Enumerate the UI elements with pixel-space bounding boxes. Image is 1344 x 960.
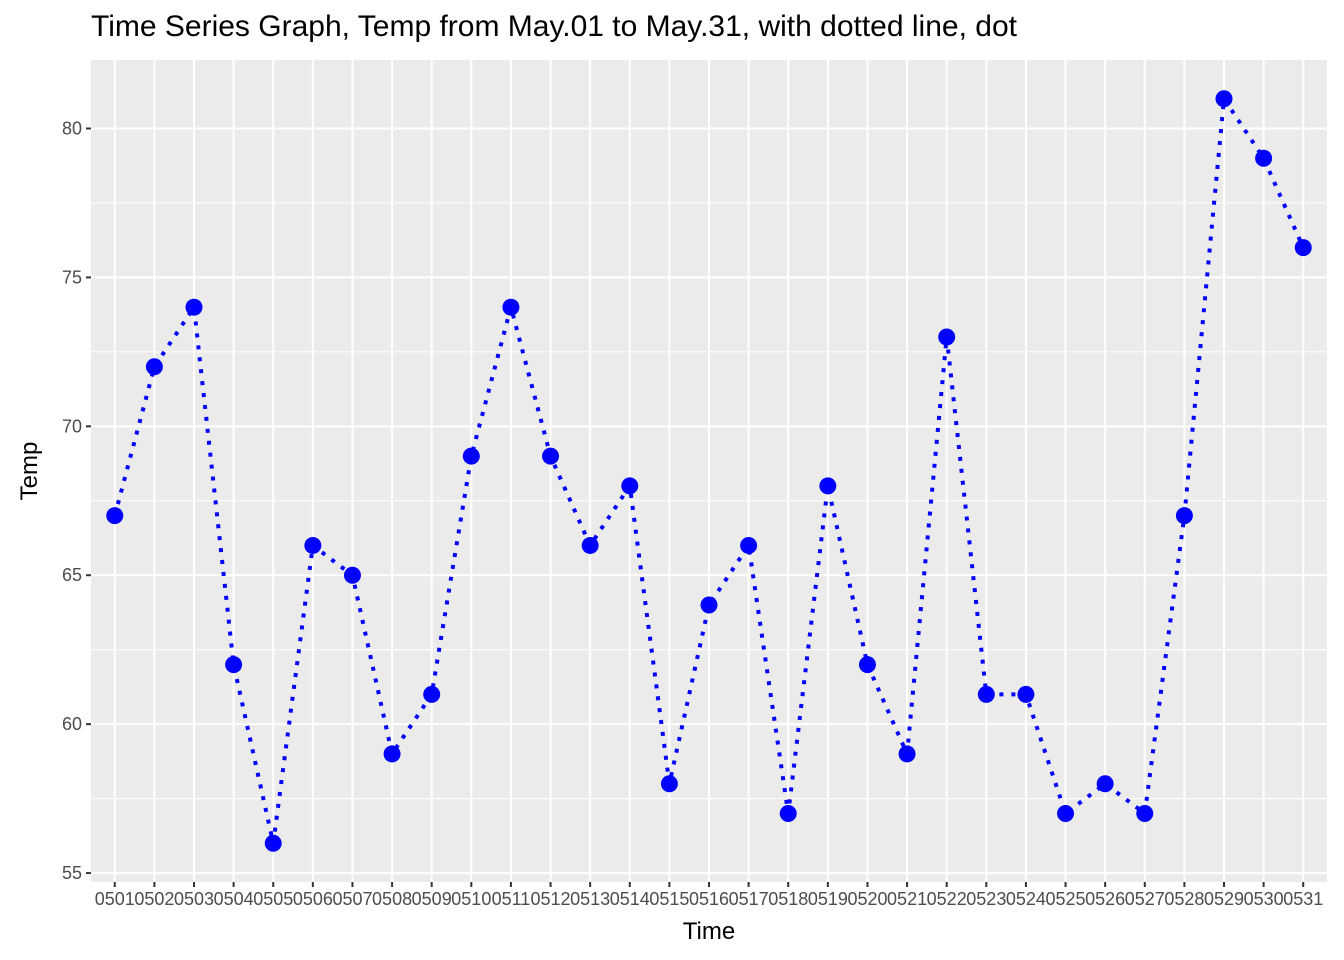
x-tick-label: 0503 [174, 889, 214, 909]
x-tick-label: 0519 [808, 889, 848, 909]
x-tick-label: 0501 [95, 889, 135, 909]
data-point [1136, 805, 1154, 822]
data-point [423, 685, 441, 703]
data-point [1294, 239, 1312, 257]
x-tick-label: 0508 [372, 889, 412, 909]
data-point [462, 447, 480, 465]
x-tick-label: 0507 [332, 889, 372, 909]
data-point [858, 656, 876, 674]
x-tick-label: 0510 [451, 889, 491, 909]
data-point [1215, 90, 1233, 108]
x-tick-label: 0528 [1164, 889, 1204, 909]
x-tick-label: 0526 [1085, 889, 1125, 909]
data-point [106, 507, 124, 525]
data-point [1175, 507, 1193, 525]
x-tick-label: 0530 [1244, 889, 1284, 909]
data-point [660, 775, 678, 793]
y-tick-label: 80 [62, 119, 82, 139]
data-point [1017, 685, 1035, 703]
data-point [700, 596, 718, 614]
data-point [1096, 775, 1114, 793]
major-gridlines-x [113, 60, 1305, 882]
x-tick-label: 0529 [1204, 889, 1244, 909]
data-point [977, 685, 995, 703]
chart-title: Time Series Graph, Temp from May.01 to M… [91, 10, 1017, 43]
x-tick-label: 0506 [293, 889, 333, 909]
y-axis-ticks: 55 60 65 70 75 80 [62, 119, 91, 883]
data-point [740, 536, 758, 554]
data-point [779, 805, 797, 822]
x-tick-label: 0517 [729, 889, 769, 909]
x-tick-label: 0524 [1006, 889, 1046, 909]
data-point [1057, 805, 1075, 822]
x-tick-label: 0516 [689, 889, 729, 909]
data-point [264, 834, 282, 852]
x-tick-label: 0527 [1125, 889, 1165, 909]
data-point [225, 656, 243, 674]
data-point [581, 536, 599, 554]
x-tick-label: 0504 [214, 889, 254, 909]
y-axis-title: Temp [16, 442, 43, 501]
y-tick-label: 70 [62, 416, 82, 436]
x-tick-label: 0514 [610, 889, 650, 909]
data-point [502, 298, 520, 316]
data-point [304, 536, 322, 554]
data-point [938, 328, 956, 346]
x-tick-label: 0505 [253, 889, 293, 909]
y-tick-label: 60 [62, 714, 82, 734]
data-point [621, 477, 639, 495]
x-axis-title: Time [683, 918, 735, 945]
data-point [542, 447, 560, 465]
y-tick-label: 55 [62, 863, 82, 883]
data-point [1255, 149, 1273, 167]
x-tick-label: 0521 [887, 889, 927, 909]
x-tick-label: 0509 [412, 889, 452, 909]
data-points [106, 90, 1312, 852]
x-tick-label: 0531 [1283, 889, 1323, 909]
data-point [898, 745, 916, 763]
x-tick-label: 0518 [768, 889, 808, 909]
x-tick-label: 0522 [927, 889, 967, 909]
y-tick-label: 65 [62, 565, 82, 585]
y-tick-label: 75 [62, 267, 82, 287]
x-axis-ticks: 0501 0502 0503 0504 0505 0506 0507 0508 0509 0510… [95, 882, 1323, 909]
x-tick-label: 0512 [531, 889, 571, 909]
data-point [383, 745, 401, 763]
x-tick-label: 0511 [492, 889, 531, 909]
data-point [819, 477, 837, 495]
x-tick-label: 0502 [134, 889, 174, 909]
data-point [185, 298, 203, 316]
x-tick-label: 0520 [847, 889, 887, 909]
data-point [145, 358, 163, 376]
x-tick-label: 0515 [649, 889, 689, 909]
data-point [343, 566, 361, 584]
x-tick-label: 0523 [966, 889, 1006, 909]
x-tick-label: 0513 [570, 889, 610, 909]
x-tick-label: 0525 [1046, 889, 1086, 909]
